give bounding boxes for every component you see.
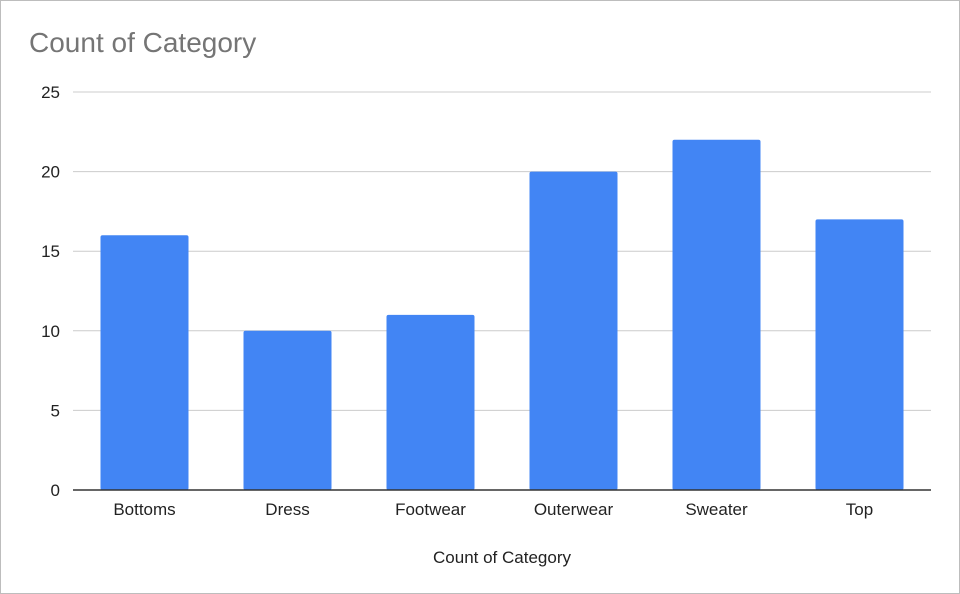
gridlines — [73, 91, 931, 411]
bar-dress[interactable] — [243, 330, 332, 490]
bar-footwear[interactable] — [386, 314, 475, 490]
bars — [100, 139, 904, 491]
y-tick-label: 10 — [41, 322, 60, 341]
bar-outerwear[interactable] — [529, 171, 618, 490]
x-tick-label: Outerwear — [534, 500, 614, 519]
bar-top[interactable] — [815, 219, 904, 491]
y-tick-label: 0 — [51, 481, 60, 500]
x-tick-label: Bottoms — [113, 500, 175, 519]
axes: 0 5 10 15 20 25 Bottoms Dress Footwear Outerwear S… — [41, 83, 931, 519]
x-tick-label: Dress — [265, 500, 309, 519]
chart-title: Count of Category — [29, 27, 257, 58]
x-tick-label: Top — [846, 500, 873, 519]
x-axis-title: Count of Category — [433, 548, 571, 567]
x-tick-label: Sweater — [685, 500, 748, 519]
y-tick-label: 15 — [41, 242, 60, 261]
bar-bottoms[interactable] — [100, 235, 189, 490]
x-tick-label: Footwear — [395, 500, 466, 519]
y-tick-label: 20 — [41, 163, 60, 182]
y-tick-label: 25 — [41, 83, 60, 102]
bar-sweater[interactable] — [672, 139, 761, 490]
y-tick-label: 5 — [51, 401, 60, 420]
